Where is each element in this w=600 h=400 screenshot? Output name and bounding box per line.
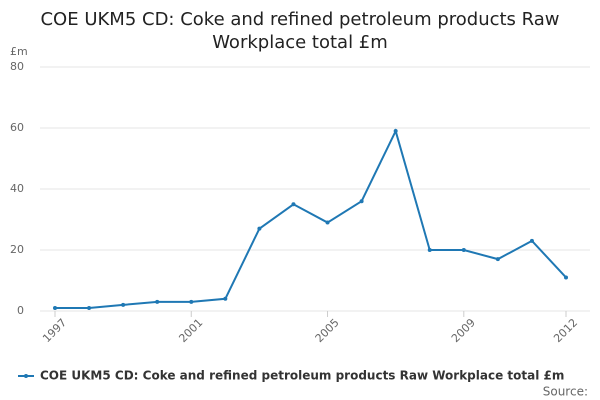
x-tick-label: 2012 [551, 316, 580, 345]
point [359, 199, 364, 204]
point [257, 226, 262, 231]
y-unit: £m [10, 45, 28, 58]
point [223, 296, 228, 301]
point [427, 248, 432, 252]
series-line [55, 128, 567, 309]
y-tick-label: 0 [17, 304, 24, 317]
x-tick-label: 2005 [313, 316, 342, 345]
point [53, 305, 57, 310]
legend-marker [24, 374, 28, 378]
y-tick-label: 60 [10, 121, 24, 134]
point [495, 257, 500, 262]
y-tick-label: 20 [10, 243, 24, 256]
point [564, 275, 568, 280]
point [189, 299, 194, 304]
point [325, 220, 330, 225]
point [461, 248, 466, 252]
y-tick-label: 80 [10, 60, 24, 73]
point [529, 238, 534, 243]
point [155, 299, 160, 304]
point [87, 305, 92, 310]
source: Source: [543, 385, 588, 399]
x-tick-label: 2001 [176, 316, 205, 345]
point [393, 129, 398, 134]
legend-label: COE UKM5 CD: Coke and refined petroleum … [40, 369, 564, 383]
x-tick-label: 1997 [40, 316, 69, 345]
x-tick-label: 2009 [449, 316, 478, 345]
y-tick-label: 40 [10, 182, 24, 195]
point [291, 202, 296, 207]
point [121, 302, 126, 307]
chart-title: COE UKM5 CD: Coke and refined petroleum … [40, 9, 560, 53]
